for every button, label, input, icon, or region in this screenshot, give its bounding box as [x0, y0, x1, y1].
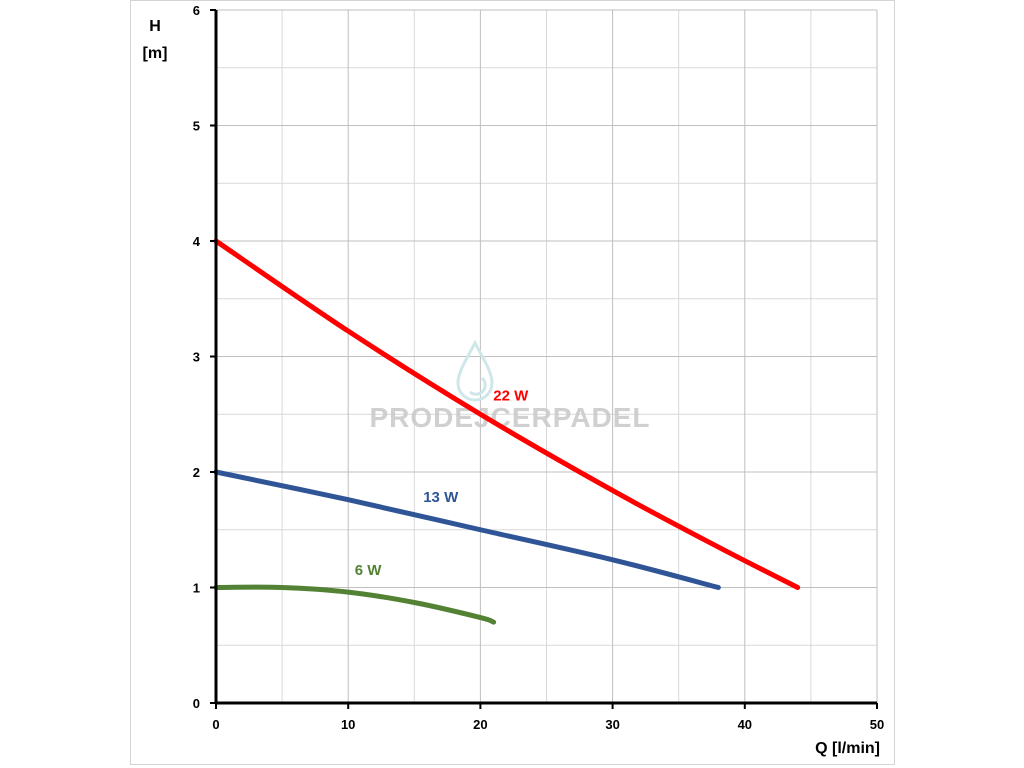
y-tick-label: 2 [193, 465, 200, 480]
y-tick-label: 6 [193, 3, 200, 18]
series-labels: 22 W 13 W 6 W [355, 387, 529, 578]
watermark-text: PRODEJCERPADEL [369, 402, 650, 433]
x-tick-label: 50 [870, 717, 884, 732]
y-axis-label-unit: [m] [143, 45, 168, 62]
tick-marks [210, 9, 878, 709]
x-tick-label: 10 [341, 717, 355, 732]
tick-labels: 0 10 20 30 40 50 0 1 2 3 4 5 6 [193, 3, 884, 732]
series-label-13w: 13 W [423, 489, 459, 506]
x-axis-label: Q [l/min] [815, 740, 880, 757]
series-label-6w: 6 W [355, 562, 383, 579]
series-line-22w [213, 238, 801, 590]
chart-frame [130, 0, 895, 765]
series-line-13w [213, 469, 721, 590]
y-tick-label: 4 [193, 234, 201, 249]
water-drop-inner-icon [469, 376, 487, 396]
water-drop-icon [456, 339, 494, 402]
series-line-6w [213, 584, 497, 625]
watermark-logo: PRODEJCERPADEL [369, 339, 650, 433]
y-tick-label: 5 [193, 119, 200, 134]
x-tick-label: 40 [738, 717, 752, 732]
series-label-22w: 22 W [493, 387, 529, 404]
series-lines [213, 238, 801, 625]
x-tick-label: 0 [212, 717, 219, 732]
y-tick-label: 1 [193, 581, 200, 596]
x-tick-label: 20 [473, 717, 487, 732]
y-tick-label: 3 [193, 350, 200, 365]
y-tick-label: 0 [193, 696, 200, 711]
x-tick-label: 30 [605, 717, 619, 732]
y-axis-label-h: H [149, 18, 161, 35]
